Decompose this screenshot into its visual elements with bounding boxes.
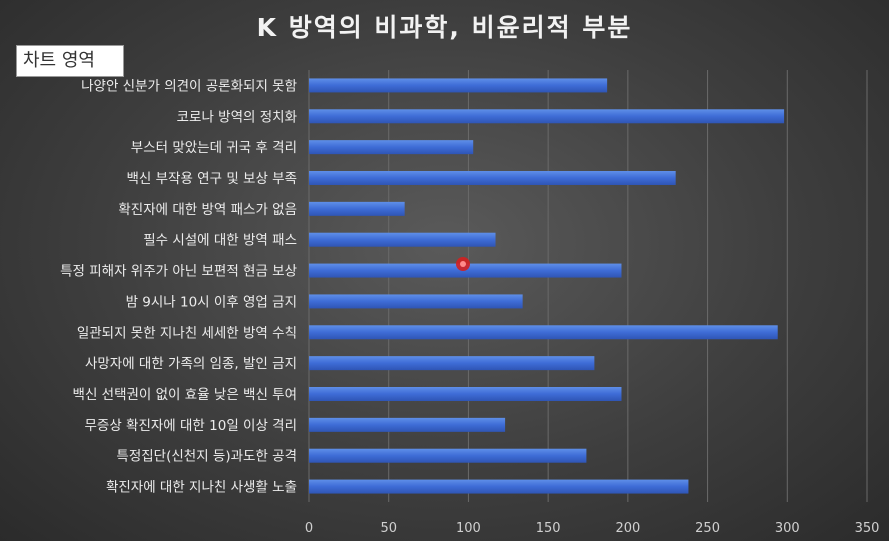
gridlines — [308, 70, 868, 502]
bar[interactable] — [309, 171, 676, 185]
bar[interactable] — [309, 448, 587, 463]
bar[interactable] — [309, 232, 496, 247]
x-tick-label: 350 — [855, 521, 880, 536]
category-label: 필수 시설에 대한 방역 패스 — [143, 233, 297, 249]
x-tick-labels: 0 50 100 150 200 250 300 350 — [305, 521, 880, 536]
category-label: 백신 부작용 연구 및 보상 부족 — [127, 171, 298, 187]
category-label: 백신 선택권이 없이 효율 낮은 백신 투여 — [73, 387, 297, 403]
category-label: 밤 9시나 10시 이후 영업 금지 — [126, 294, 297, 310]
bar[interactable] — [309, 325, 778, 340]
bar[interactable] — [309, 294, 523, 309]
bar[interactable] — [309, 78, 608, 93]
bar[interactable] — [309, 109, 785, 124]
bar[interactable] — [309, 356, 595, 371]
category-label: 특정 피해자 위주가 아닌 보편적 현금 보상 — [60, 264, 297, 280]
cursor-indicator-icon — [456, 257, 470, 271]
category-label: 확진자에 대한 방역 패스가 없음 — [118, 202, 297, 218]
category-label: 확진자에 대한 지나친 사생활 노출 — [106, 480, 297, 496]
category-label: 코로나 방역의 정치화 — [177, 109, 297, 125]
bar[interactable] — [309, 417, 506, 432]
chart-area-tooltip: 차트 영역 — [16, 45, 124, 77]
x-tick-label: 0 — [305, 521, 313, 536]
category-label: 부스터 맞았는데 귀국 후 격리 — [131, 140, 297, 156]
category-label: 사망자에 대한 가족의 임종, 발인 금지 — [85, 356, 297, 372]
x-tick-label: 150 — [536, 521, 561, 536]
category-label: 특정집단(신천지 등)과도한 공격 — [116, 449, 297, 465]
bar[interactable] — [309, 479, 689, 494]
x-tick-label: 50 — [380, 521, 397, 536]
category-label: 나양안 신분가 의견이 공론화되지 못함 — [81, 78, 297, 94]
x-tick-label: 200 — [615, 521, 640, 536]
bar[interactable] — [309, 140, 474, 155]
x-tick-label: 250 — [695, 521, 720, 536]
bar[interactable] — [309, 387, 622, 401]
chart-title: K 방역의 비과학, 비윤리적 부분 — [256, 13, 633, 42]
bars — [309, 78, 785, 494]
x-tick-label: 100 — [456, 521, 481, 536]
category-label: 일관되지 못한 지나친 세세한 방역 수칙 — [77, 325, 297, 341]
category-label: 무증상 확진자에 대한 10일 이상 격리 — [84, 418, 297, 434]
bar[interactable] — [309, 201, 405, 216]
x-tick-label: 300 — [775, 521, 800, 536]
